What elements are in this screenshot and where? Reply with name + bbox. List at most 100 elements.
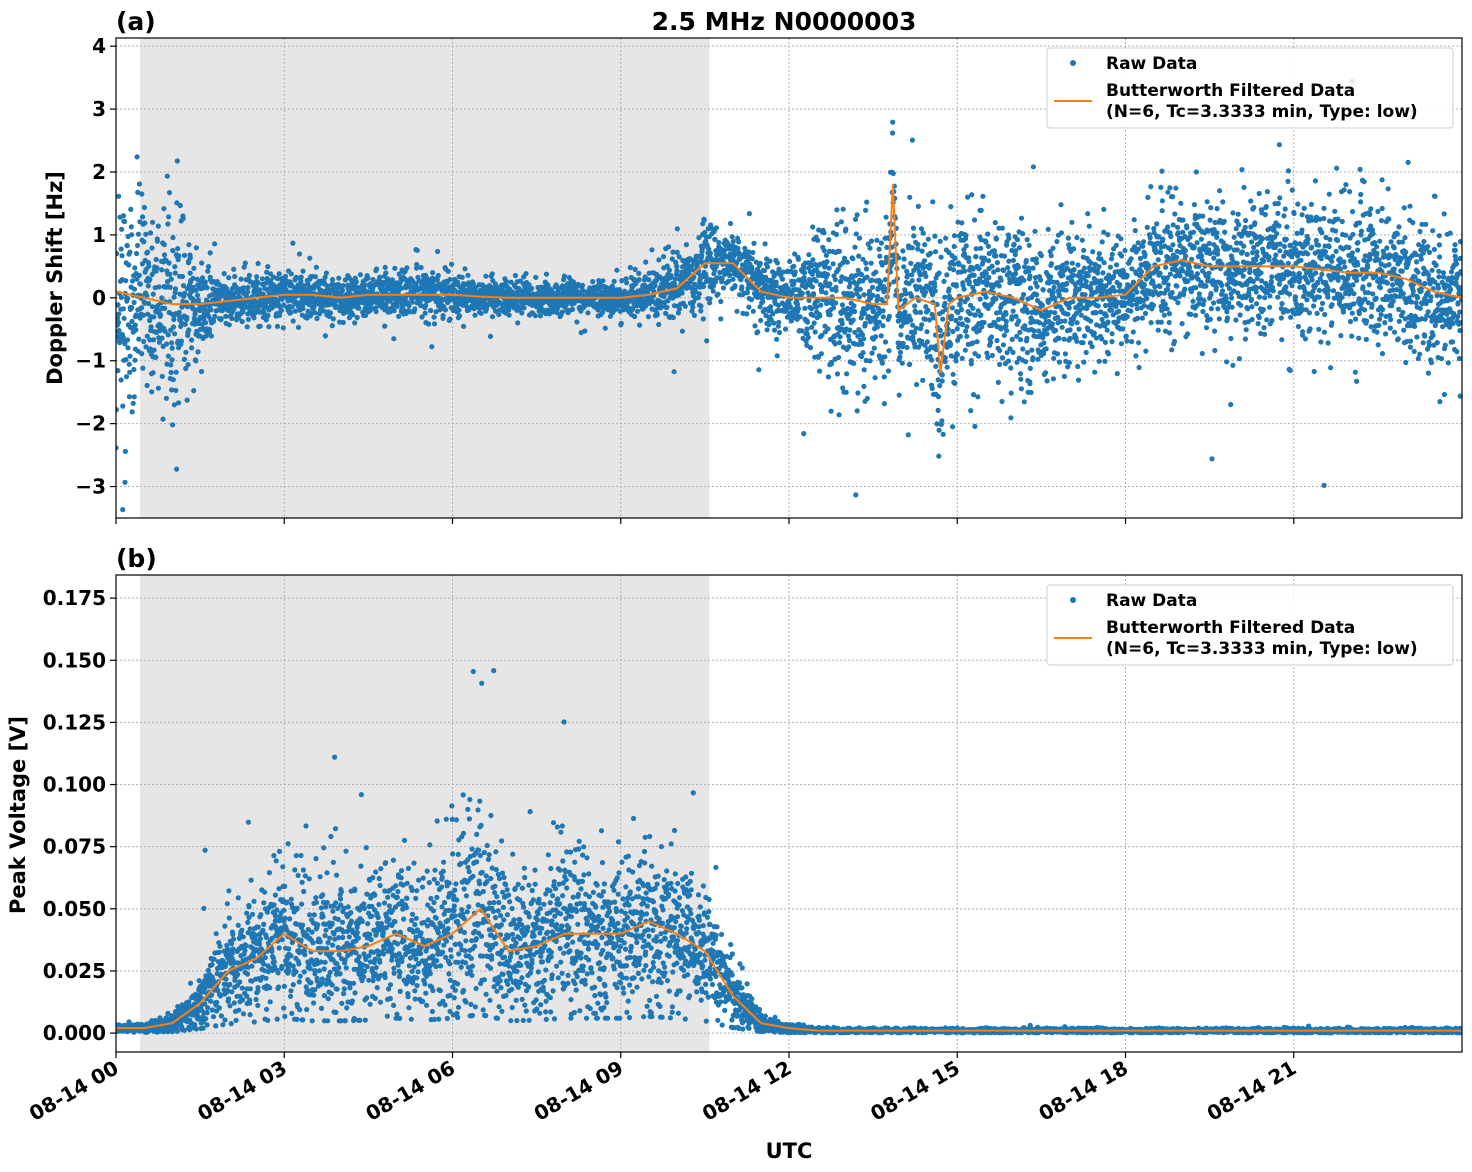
raw-point <box>823 290 829 296</box>
raw-point <box>221 271 227 277</box>
raw-point <box>1182 247 1188 254</box>
raw-point <box>1023 257 1029 264</box>
raw-point <box>472 312 478 318</box>
raw-point <box>1217 188 1223 194</box>
raw-point <box>1060 272 1066 278</box>
raw-point <box>746 304 752 310</box>
raw-point <box>1071 246 1077 252</box>
raw-point <box>1010 349 1016 355</box>
raw-point <box>187 255 193 261</box>
raw-point <box>861 310 868 316</box>
raw-point <box>908 260 914 266</box>
raw-point <box>977 296 983 302</box>
raw-point <box>890 170 896 177</box>
raw-point <box>961 286 967 292</box>
raw-point <box>1169 289 1175 296</box>
raw-point <box>840 206 846 212</box>
raw-point <box>732 283 738 289</box>
raw-point <box>126 394 132 400</box>
raw-point <box>1071 267 1077 273</box>
raw-point <box>1150 302 1157 308</box>
raw-point <box>964 296 971 302</box>
raw-point <box>138 305 145 311</box>
raw-point <box>997 309 1003 315</box>
raw-point <box>1030 355 1036 361</box>
chart-title: 2.5 MHz N0000003 <box>652 7 917 36</box>
raw-point <box>757 304 763 310</box>
raw-point <box>1170 242 1176 248</box>
raw-point <box>127 353 133 359</box>
raw-point <box>911 233 917 239</box>
raw-point <box>168 276 174 282</box>
raw-point <box>229 315 235 321</box>
raw-point <box>1045 226 1051 232</box>
raw-point <box>149 389 155 395</box>
raw-point <box>406 303 412 309</box>
raw-point <box>129 409 135 415</box>
raw-point <box>1129 302 1135 308</box>
raw-point <box>874 237 880 243</box>
raw-point <box>129 318 135 324</box>
raw-point <box>129 305 135 311</box>
raw-point <box>176 309 182 315</box>
raw-point <box>671 369 677 375</box>
raw-point <box>1175 230 1181 236</box>
raw-point <box>150 291 156 297</box>
raw-point <box>164 341 170 347</box>
raw-point <box>412 306 418 312</box>
raw-point <box>994 260 1001 266</box>
raw-point <box>861 292 867 298</box>
raw-point <box>1015 264 1022 270</box>
raw-point <box>910 225 917 231</box>
raw-point <box>939 372 945 378</box>
raw-point <box>696 291 702 297</box>
raw-point <box>782 326 789 332</box>
raw-point <box>835 266 841 272</box>
raw-point <box>837 334 843 340</box>
raw-point <box>833 231 840 238</box>
raw-point <box>689 308 695 314</box>
raw-point <box>116 445 119 451</box>
raw-point <box>1011 241 1017 247</box>
raw-point <box>1003 323 1009 329</box>
raw-point <box>649 247 655 253</box>
raw-point <box>116 319 122 325</box>
raw-point <box>829 286 835 293</box>
raw-point <box>143 231 149 237</box>
raw-point <box>1024 350 1030 356</box>
raw-point <box>224 286 230 292</box>
raw-point <box>873 269 879 275</box>
raw-point <box>815 354 822 360</box>
raw-point <box>827 312 833 318</box>
raw-point <box>948 204 954 210</box>
raw-point <box>131 394 137 400</box>
raw-point <box>699 252 705 259</box>
raw-point <box>932 283 938 289</box>
raw-point <box>116 315 121 321</box>
raw-point <box>919 248 925 254</box>
raw-point <box>910 322 916 328</box>
raw-point <box>989 352 995 359</box>
raw-point <box>134 250 140 257</box>
raw-point <box>935 394 942 400</box>
raw-point <box>954 326 960 332</box>
raw-point <box>891 279 897 285</box>
raw-point <box>762 241 768 247</box>
raw-point <box>532 313 539 319</box>
raw-point <box>483 273 489 279</box>
raw-point <box>937 383 943 389</box>
raw-point <box>904 344 910 351</box>
raw-point <box>915 246 921 252</box>
raw-point <box>1021 277 1027 283</box>
raw-point <box>703 274 709 281</box>
raw-point <box>1027 365 1033 371</box>
raw-point <box>958 307 965 313</box>
raw-point <box>1012 252 1018 258</box>
raw-point <box>787 258 793 265</box>
raw-point <box>191 298 197 305</box>
raw-point <box>909 293 915 299</box>
raw-point <box>1050 289 1056 295</box>
raw-point <box>859 332 866 338</box>
raw-point <box>852 216 859 222</box>
raw-point <box>178 338 184 344</box>
